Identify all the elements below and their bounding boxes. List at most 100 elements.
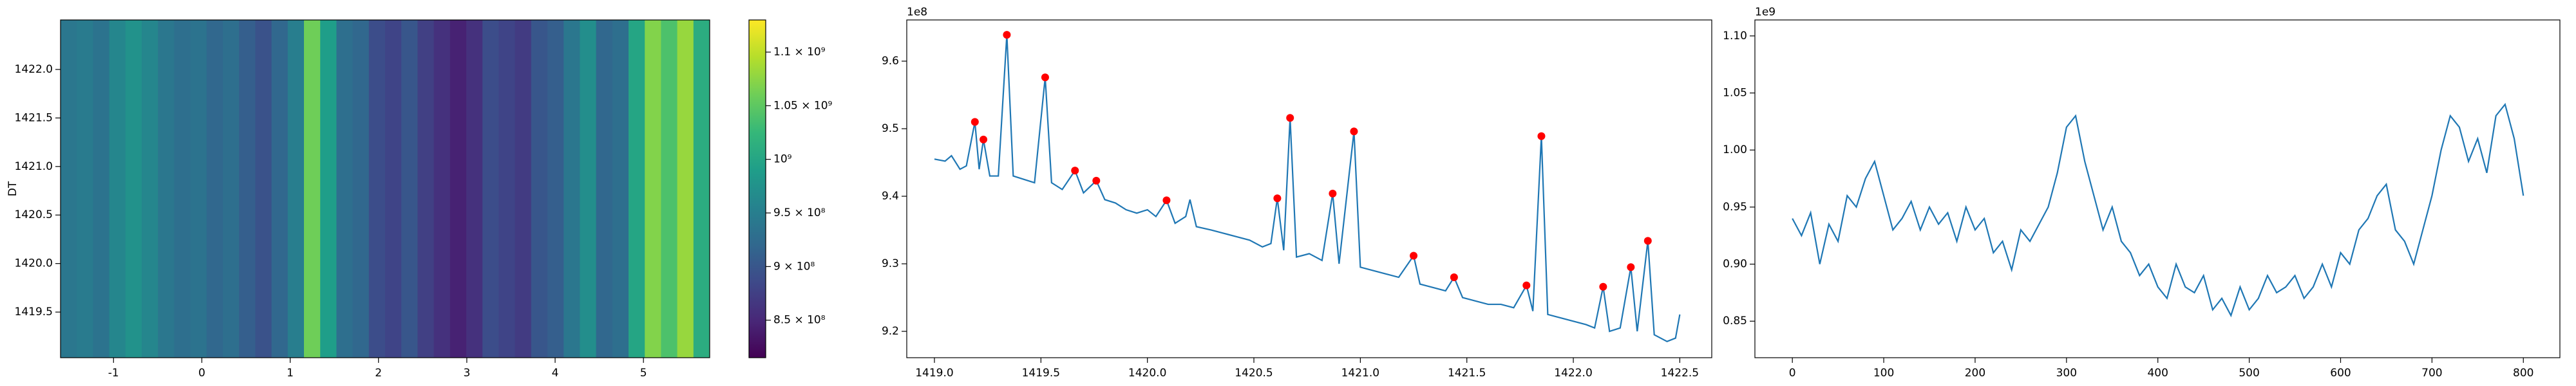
x-tick-label: 200 <box>1965 367 1985 380</box>
x-tick-label: 1 <box>287 367 294 380</box>
heatmap-cell <box>109 20 126 358</box>
heatmap-cell <box>93 20 110 358</box>
y-tick-label: 9.4 <box>882 190 899 203</box>
heatmap-cell <box>320 20 337 358</box>
x-tick-label: 500 <box>2239 367 2259 380</box>
y-tick-label: 1422.0 <box>15 63 53 76</box>
heatmap-cell <box>271 20 289 358</box>
heatmap-cell <box>158 20 175 358</box>
heatmap-cell <box>693 20 710 358</box>
y-tick-label: 9.3 <box>882 257 899 270</box>
peak-marker <box>1273 194 1282 203</box>
heatmap-cell <box>223 20 240 358</box>
x-tick-label: 1420.5 <box>1235 367 1273 380</box>
y-tick-label: 1420.5 <box>15 208 53 221</box>
colorbar <box>748 19 766 358</box>
heatmap-cell <box>466 20 483 358</box>
y-tick-label: 1421.5 <box>15 111 53 124</box>
x-tick-label: 1421.5 <box>1448 367 1486 380</box>
axes-frame <box>906 19 1712 358</box>
y-tick-label: 1.10 <box>1723 30 1747 42</box>
y-tick-label: 1.00 <box>1723 143 1747 156</box>
line-series <box>1792 102 2524 318</box>
heatmap-cell <box>547 20 564 358</box>
y-tick-label: 1.05 <box>1723 87 1747 100</box>
heatmap-cell <box>433 20 451 358</box>
axes-frame <box>1754 19 2561 358</box>
heatmap-cell <box>661 20 678 358</box>
x-tick-label: 0 <box>198 367 205 380</box>
colorbar-tick-label: 1.1 × 10⁹ <box>773 46 826 59</box>
peak-marker <box>1410 252 1418 260</box>
heatmap-cell <box>401 20 418 358</box>
heatmap-cell <box>368 20 386 358</box>
heatmap-cell <box>596 20 613 358</box>
peak-marker <box>1522 281 1531 290</box>
heatmap-cell <box>645 20 661 358</box>
heatmap-cell <box>352 20 370 358</box>
heatmap-cell <box>677 20 694 358</box>
colorbar-tick-label: 9 × 10⁸ <box>773 260 815 273</box>
peak-marker <box>1450 273 1458 282</box>
peak-marker <box>1627 263 1635 271</box>
x-tick-label: 1419.5 <box>1022 367 1060 380</box>
x-tick-label: 1421.0 <box>1341 367 1379 380</box>
y-tick-label: 1420.0 <box>15 257 53 270</box>
x-tick-label: 0 <box>1789 367 1796 380</box>
peak-marker <box>1643 237 1652 245</box>
x-tick-label: 1422.0 <box>1554 367 1592 380</box>
x-tick-label: 100 <box>1873 367 1894 380</box>
heatmap-cell <box>515 20 532 358</box>
heatmap-cell <box>206 20 223 358</box>
peak-marker <box>1041 73 1049 82</box>
peak-marker <box>1537 132 1546 140</box>
x-tick-label: -1 <box>108 367 119 380</box>
offset-label: 1e9 <box>1755 6 1776 19</box>
heatmap-cell <box>287 20 305 358</box>
x-tick-label: 700 <box>2421 367 2442 380</box>
heatmap-cell <box>580 20 597 358</box>
colorbar-tick-label: 10⁹ <box>773 153 792 166</box>
peak-marker <box>1003 31 1011 39</box>
peak-marker <box>1599 282 1607 291</box>
x-tick-label: 4 <box>552 367 559 380</box>
line-series <box>934 35 1681 343</box>
y-tick-label: 1419.5 <box>15 306 53 318</box>
y-tick-label: 0.95 <box>1723 201 1747 214</box>
peak-marker <box>1350 127 1358 136</box>
peak-marker <box>1092 176 1101 185</box>
heatmap-cell <box>190 20 207 358</box>
x-tick-label: 3 <box>463 367 470 380</box>
y-tick-label: 0.90 <box>1723 258 1747 271</box>
heatmap-cell <box>336 20 354 358</box>
heatmap-cell <box>564 20 580 358</box>
heatmap-cell <box>174 20 191 358</box>
x-tick-label: 1420.0 <box>1128 367 1166 380</box>
colorbar-tick-label: 9.5 × 10⁸ <box>773 207 826 219</box>
heatmap-cell <box>629 20 645 358</box>
y-tick-label: 9.5 <box>882 122 899 135</box>
x-tick-label: 800 <box>2513 367 2533 380</box>
heatmap-cell <box>61 20 77 358</box>
x-tick-label: 1422.5 <box>1661 367 1699 380</box>
peak-marker <box>971 118 979 126</box>
heatmap-cell <box>125 20 142 358</box>
heatmap-cell <box>77 20 93 358</box>
heatmap-cell <box>531 20 548 358</box>
x-tick-label: 600 <box>2330 367 2351 380</box>
x-tick-label: 400 <box>2147 367 2168 380</box>
peak-marker <box>980 135 988 143</box>
heatmap-cell <box>612 20 629 358</box>
heatmap-cell <box>304 20 321 358</box>
heatmap-cell <box>482 20 499 358</box>
axes-frame <box>60 19 710 358</box>
colorbar-tick-label: 8.5 × 10⁸ <box>773 314 826 327</box>
y-tick-label: 9.6 <box>882 55 899 68</box>
colorbar-tick-label: 1.05 × 10⁹ <box>773 99 833 112</box>
heatmap-cell <box>385 20 402 358</box>
peak-marker <box>1286 114 1294 122</box>
x-tick-label: 300 <box>2056 367 2077 380</box>
y-tick-label: 9.2 <box>882 325 899 338</box>
heatmap-cell <box>450 20 467 358</box>
